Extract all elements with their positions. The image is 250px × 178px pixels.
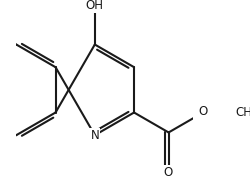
Text: O: O bbox=[163, 166, 172, 178]
Text: O: O bbox=[198, 105, 208, 118]
Text: OH: OH bbox=[86, 0, 104, 12]
Text: N: N bbox=[90, 129, 99, 142]
Text: CH₃: CH₃ bbox=[235, 106, 250, 119]
